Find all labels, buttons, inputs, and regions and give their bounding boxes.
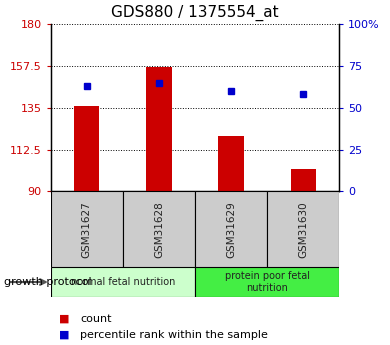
Text: GSM31627: GSM31627 bbox=[82, 201, 92, 258]
Bar bbox=[51, 267, 195, 297]
Text: GSM31628: GSM31628 bbox=[154, 201, 164, 258]
Title: GDS880 / 1375554_at: GDS880 / 1375554_at bbox=[111, 5, 279, 21]
Text: GSM31630: GSM31630 bbox=[298, 201, 308, 258]
Bar bbox=[267, 191, 339, 267]
Text: GSM31629: GSM31629 bbox=[226, 201, 236, 258]
Text: ■: ■ bbox=[58, 330, 69, 339]
Bar bbox=[74, 106, 99, 191]
Bar bbox=[123, 191, 195, 267]
Bar bbox=[51, 191, 123, 267]
Text: normal fetal nutrition: normal fetal nutrition bbox=[71, 277, 175, 287]
Bar bbox=[218, 136, 244, 191]
Text: ■: ■ bbox=[58, 314, 69, 324]
Text: protein poor fetal
nutrition: protein poor fetal nutrition bbox=[225, 271, 310, 293]
Bar bbox=[291, 169, 316, 191]
Bar bbox=[195, 267, 339, 297]
Text: percentile rank within the sample: percentile rank within the sample bbox=[80, 330, 268, 339]
Bar bbox=[146, 67, 172, 191]
Bar bbox=[195, 191, 267, 267]
Text: count: count bbox=[80, 314, 112, 324]
Text: growth protocol: growth protocol bbox=[4, 277, 92, 287]
